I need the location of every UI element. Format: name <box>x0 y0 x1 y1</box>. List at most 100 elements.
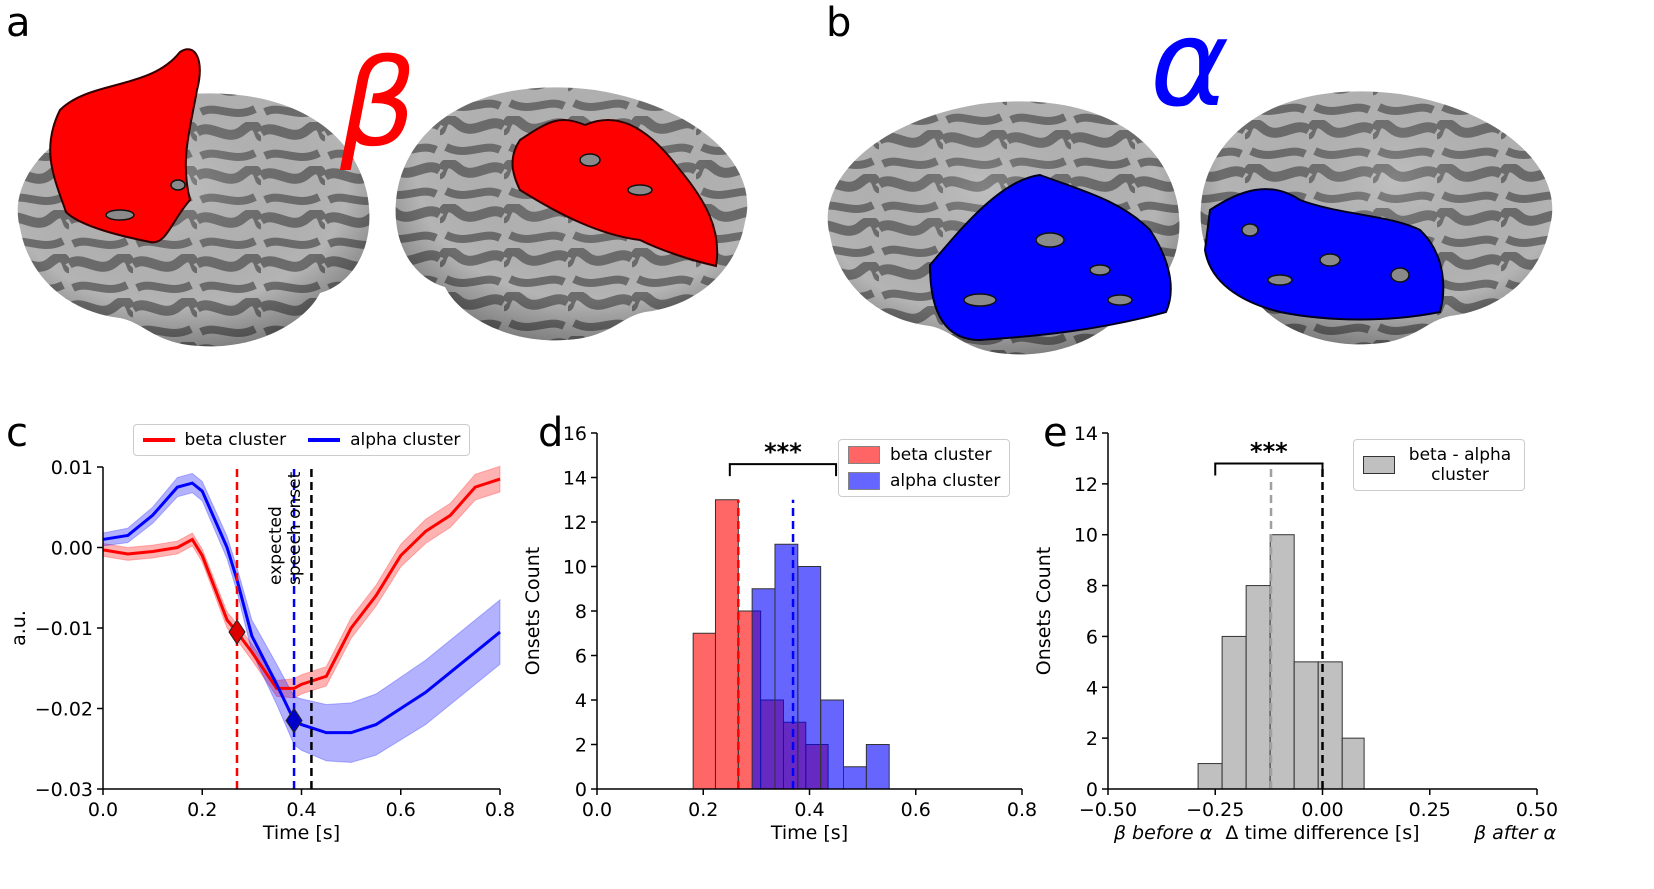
bar <box>1293 661 1319 790</box>
y-axis-label: Onsets Count <box>522 547 544 675</box>
bar <box>1341 737 1365 790</box>
x-tick-label: 0.00 <box>1301 799 1343 821</box>
x-tick-label: 0.8 <box>1007 799 1037 821</box>
x-tick-label: 0.50 <box>1516 799 1558 821</box>
y-tick-label: 0.00 <box>51 538 93 560</box>
y-tick-label: 8 <box>1086 576 1098 598</box>
line <box>102 477 501 690</box>
bar <box>843 766 867 790</box>
y-axis-label: Onsets Count <box>1033 547 1055 675</box>
legend-swatch <box>848 472 880 490</box>
y-tick-label: 14 <box>563 468 587 490</box>
x-tick-label: 0.2 <box>187 799 217 821</box>
legend-entry: alpha cluster <box>308 430 460 450</box>
bar <box>1245 585 1271 790</box>
islands <box>105 153 1410 307</box>
x-tick-label: 0.4 <box>794 799 824 821</box>
y-tick-label: 0.01 <box>51 457 93 479</box>
y-tick-label: 2 <box>575 735 587 757</box>
legend: beta cluster alpha cluster <box>838 439 1011 497</box>
panel-label: a <box>6 0 31 46</box>
x-tick-label: −0.50 <box>1079 799 1137 821</box>
x-tick-label: 0.2 <box>688 799 718 821</box>
panel: −0.03 −0.02 −0.01 0.00 0.01 0.0 0.2 0.4 0.6 0.8 Ti… <box>8 457 515 844</box>
y-tick-label: 12 <box>1074 474 1098 496</box>
bar <box>1221 635 1247 790</box>
brain-label: α <box>1150 0 1229 134</box>
significance-bracket <box>728 463 838 477</box>
legend-text: beta - alpha cluster <box>1408 445 1512 485</box>
y-tick-label: −0.03 <box>35 779 93 801</box>
x-tick-label: 0.6 <box>901 799 931 821</box>
significance-bracket <box>1214 462 1324 476</box>
y-tick-label: 4 <box>575 690 587 712</box>
bar <box>1269 534 1295 790</box>
y-tick-label: 14 <box>1074 423 1098 445</box>
legend-entry: beta cluster <box>142 430 287 450</box>
y-tick-label: 8 <box>575 601 587 623</box>
y-tick-label: 4 <box>1086 677 1098 699</box>
y-axis-label: a.u. <box>8 610 30 646</box>
x-tick-label: 0.0 <box>582 799 612 821</box>
y-tick-label: 10 <box>563 557 587 579</box>
x-end-label: β after α <box>1473 822 1556 844</box>
legend-swatch <box>848 446 880 464</box>
y-tick-label: 10 <box>1074 525 1098 547</box>
legend-text: beta cluster <box>890 445 992 465</box>
legend-entry: beta cluster <box>848 445 1000 465</box>
legend-swatch <box>1363 456 1395 474</box>
x-end-label: β before α <box>1113 822 1213 844</box>
x-tick-label: 0.25 <box>1409 799 1451 821</box>
line <box>102 481 501 735</box>
bar <box>774 543 799 790</box>
x-tick-label: 0.6 <box>386 799 416 821</box>
x-axis-label: Time [s] <box>262 822 340 844</box>
beta-region <box>49 48 201 244</box>
y-tick-label: 6 <box>575 646 587 668</box>
diamond-marker <box>228 619 246 645</box>
y-tick-label: 0 <box>575 779 587 801</box>
x-tick-label: 0.8 <box>485 799 515 821</box>
beta-region <box>511 119 719 268</box>
significance-label: *** <box>764 438 802 466</box>
bar <box>1197 763 1223 790</box>
bar <box>751 588 776 790</box>
legend-swatch <box>308 438 341 442</box>
panel-label: b <box>826 0 851 46</box>
diamond-marker <box>285 707 303 734</box>
x-tick-label: −0.25 <box>1186 799 1244 821</box>
legend-text: alpha cluster <box>890 471 1001 491</box>
legend-entry: beta - alpha cluster <box>1363 445 1515 485</box>
y-tick-label: 2 <box>1086 728 1098 750</box>
error-band <box>102 472 501 763</box>
panel-label: c <box>6 410 28 456</box>
brain-label: β <box>339 35 417 174</box>
x-axis-label: Δ time difference [s] <box>1225 822 1419 844</box>
panel-label: d <box>538 410 563 456</box>
reference-label: expected speech onset <box>266 471 306 585</box>
legend-text: alpha cluster <box>350 430 461 450</box>
legend-entry: alpha cluster <box>848 471 1000 491</box>
legend: beta cluster alpha cluster <box>132 424 471 456</box>
x-tick-label: 0.4 <box>286 799 316 821</box>
bar <box>692 632 716 790</box>
brain-images <box>17 48 1553 355</box>
y-tick-label: −0.02 <box>35 699 93 721</box>
bar <box>865 744 890 790</box>
panel: *** 0 2 4 6 8 10 12 14 −0.50 −0.25 0.00 0.25 0.50 Δ ti… <box>1033 423 1558 844</box>
y-tick-label: 12 <box>563 512 587 534</box>
significance-label: *** <box>1250 438 1288 466</box>
y-tick-label: 16 <box>563 423 587 445</box>
bar <box>714 499 739 790</box>
bar <box>797 566 822 790</box>
legend-text: beta cluster <box>184 430 287 450</box>
error-band <box>102 465 501 699</box>
x-axis-label: Time [s] <box>770 822 848 844</box>
x-tick-label: 0.0 <box>88 799 118 821</box>
legend-swatch <box>142 438 175 442</box>
alpha-region <box>1203 188 1445 321</box>
bar <box>820 699 844 790</box>
y-tick-label: −0.01 <box>35 618 93 640</box>
